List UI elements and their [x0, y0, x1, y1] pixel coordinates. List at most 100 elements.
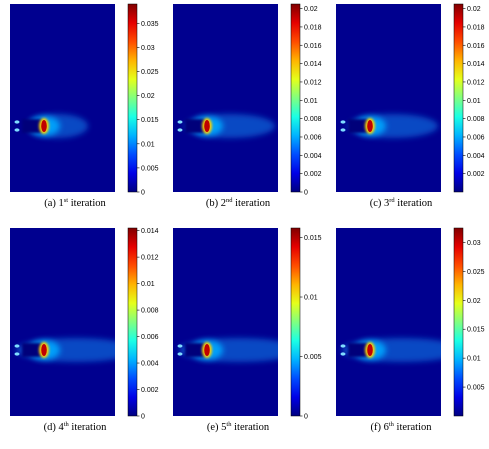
colorbar-tick-label: 0.014	[141, 228, 159, 235]
inlet-marker	[340, 344, 346, 348]
colorbar	[290, 3, 301, 193]
colorbar-tick-label: 0.018	[467, 24, 485, 31]
colorbar-tick-label: 0.02	[304, 6, 318, 13]
caption-suffix: iteration	[232, 198, 271, 209]
panel-caption: (b) 2nd iteration	[163, 197, 313, 209]
heatmap-svg: 0 0.005 0.01 0.015	[173, 227, 322, 421]
hotspot-group	[14, 114, 88, 138]
colorbar-tick-label: 0.005	[141, 165, 159, 172]
colorbar-tick-label: 0	[304, 190, 308, 197]
heatmap-field	[173, 4, 278, 192]
panel-caption: (a) 1st iteration	[0, 197, 150, 209]
colorbar-tick-label: 0.01	[304, 98, 318, 105]
colorbar	[453, 3, 464, 193]
obstacle-body	[22, 119, 42, 133]
hotspot-group	[340, 114, 438, 138]
inlet-marker	[177, 120, 183, 124]
colorbar	[453, 227, 464, 417]
inlet-marker	[177, 128, 183, 132]
colorbar-tick-label: 0.005	[467, 385, 485, 392]
colorbar-tick-label: 0.008	[467, 116, 485, 123]
colorbar-tick-label: 0.015	[304, 235, 322, 242]
colorbar-tick-label: 0.012	[467, 79, 485, 86]
heatmap-panel: 0 0.005 0.01 0.015 0.02 0.025 0.03 0.035 (a) 1st…	[0, 0, 163, 224]
obstacle-body	[22, 343, 42, 357]
obstacle-body	[185, 343, 205, 357]
inlet-marker	[340, 120, 346, 124]
colorbar-tick-label: 0.002	[467, 171, 485, 178]
inlet-marker	[177, 352, 183, 356]
heatmap-svg: 0.005 0.01 0.015 0.02 0.025 0.03	[336, 227, 485, 417]
caption-suffix: iteration	[231, 422, 270, 433]
heatmap-svg: 0 0.005 0.01 0.015 0.02 0.025 0.03 0.035	[10, 3, 159, 197]
panel-caption: (d) 4th iteration	[0, 421, 150, 433]
colorbar-tick-label: 0.004	[141, 361, 159, 368]
caption-suffix: iteration	[68, 422, 107, 433]
heatmap-svg: 0 0.002 0.004 0.006 0.008 0.01 0.012 0.014 0.016…	[173, 3, 322, 197]
heatmap-field	[10, 4, 115, 192]
colorbar-tick-label: 0.016	[467, 43, 485, 50]
caption-prefix: (c) 3	[369, 198, 390, 209]
caption-ordinal-suffix: th	[226, 421, 232, 428]
colorbar-tick-label: 0.01	[467, 98, 481, 105]
heatmap-svg: 0.002 0.004 0.006 0.008 0.01 0.012 0.014 0.016 0…	[336, 3, 485, 193]
colorbar	[127, 227, 138, 417]
colorbar-tick-label: 0.02	[467, 298, 481, 305]
panel-caption: (e) 5th iteration	[163, 421, 313, 433]
hotspot-core	[204, 344, 210, 356]
colorbar-tick-label: 0.002	[304, 171, 322, 178]
colorbar-tick-label: 0.015	[467, 327, 485, 334]
colorbar-tick-label: 0.004	[304, 153, 322, 160]
inlet-marker	[14, 352, 20, 356]
heatmap-panel: 0.002 0.004 0.006 0.008 0.01 0.012 0.014 0.016 0…	[326, 0, 489, 224]
caption-prefix: (d) 4	[43, 422, 64, 433]
heatmap-field	[173, 228, 278, 416]
caption-ordinal-suffix: st	[63, 197, 69, 204]
colorbar-tick-label: 0.01	[467, 356, 481, 363]
hotspot-core	[41, 120, 47, 132]
hotspot-core	[367, 120, 373, 132]
colorbar-tick-label: 0.014	[304, 61, 322, 68]
hotspot-core	[204, 120, 210, 132]
hotspot-group	[177, 338, 278, 362]
colorbar-tick-label: 0.025	[141, 69, 159, 76]
colorbar-tick-label: 0.01	[304, 295, 318, 302]
colorbar-tick-label: 0.01	[141, 141, 155, 148]
caption-suffix: iteration	[393, 422, 432, 433]
colorbar-tick-label: 0.03	[141, 45, 155, 52]
colorbar	[127, 3, 138, 193]
heatmap-panel: 0 0.005 0.01 0.015 (e) 5th iteration	[163, 224, 326, 448]
colorbar-tick-label: 0.014	[467, 61, 485, 68]
inlet-marker	[340, 352, 346, 356]
colorbar-tick-label: 0.012	[141, 255, 159, 262]
caption-suffix: iteration	[394, 198, 433, 209]
heatmap-svg: 0 0.002 0.004 0.006 0.008 0.01 0.012 0.014	[10, 227, 159, 421]
colorbar-tick-label: 0.006	[304, 134, 322, 141]
colorbar-tick-label: 0.02	[467, 6, 481, 13]
colorbar-tick-label: 0.018	[304, 24, 322, 31]
heatmap-field	[336, 4, 441, 192]
caption-prefix: (b) 2	[205, 198, 226, 209]
colorbar-tick-label: 0.002	[141, 387, 159, 394]
obstacle-body	[348, 119, 368, 133]
caption-suffix: iteration	[68, 198, 106, 209]
hotspot-core	[367, 344, 373, 356]
caption-prefix: (f) 6	[370, 422, 389, 433]
caption-ordinal-suffix: rd	[389, 197, 395, 204]
obstacle-body	[348, 343, 368, 357]
hotspot-core	[41, 344, 47, 356]
colorbar-tick-label: 0	[141, 414, 145, 421]
colorbar-tick-label: 0.008	[304, 116, 322, 123]
colorbar-tick-label: 0.005	[304, 354, 322, 361]
obstacle-body	[185, 119, 205, 133]
heatmap-field	[10, 228, 115, 416]
heatmap-field	[336, 228, 441, 416]
hotspot-group	[340, 338, 441, 362]
caption-prefix: (e) 5	[206, 422, 227, 433]
colorbar-tick-label: 0.008	[141, 308, 159, 315]
hotspot-group	[14, 338, 115, 362]
caption-prefix: (a) 1	[44, 198, 64, 209]
caption-ordinal-suffix: th	[63, 421, 69, 428]
colorbar-tick-label: 0.015	[141, 117, 159, 124]
colorbar-tick-label: 0.03	[467, 240, 481, 247]
